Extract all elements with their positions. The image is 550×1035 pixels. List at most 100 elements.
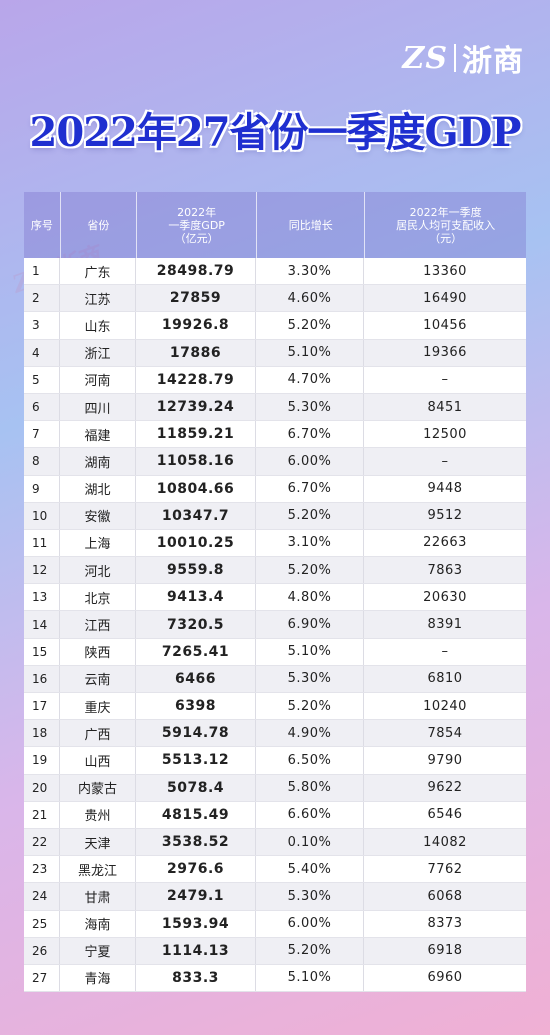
table-row: 14 江西 7320.5 6.90% 8391 [24,611,526,639]
row-number: 14 [24,611,60,638]
province-cell: 福建 [60,421,136,448]
income-cell: 10456 [423,317,467,333]
row-number: 22 [24,828,60,856]
row-number: 2 [24,285,60,312]
row-number: 7 [24,421,60,448]
gdp-cell: 7320.5 [136,611,256,638]
row-number: 4 [24,339,60,366]
province-cell: 天津 [60,828,136,856]
table-row: 12 河北 9559.8 5.20% 7863 [24,557,526,585]
growth-cell: 6.60% [256,801,364,828]
gdp-cell: 9413.4 [136,584,256,611]
gdp-cell: 2976.6 [136,856,256,883]
growth-cell: 4.60% [256,285,364,312]
table-body: 1 广东 28498.79 3.30% 13360 2 江苏 27859 4.60% 16490 3… [24,258,526,993]
income-cell: 22663 [423,535,467,551]
province-cell: 北京 [60,584,136,611]
growth-cell: 5.10% [256,638,364,665]
gdp-cell: 11058.16 [136,448,256,475]
gdp-cell: 1593.94 [136,910,256,937]
province-cell: 河北 [60,557,136,584]
growth-cell: 4.70% [256,366,364,393]
growth-cell: 6.90% [256,611,364,638]
table-row: 1 广东 28498.79 3.30% 13360 [24,258,526,286]
table-row: 11 上海 10010.25 3.10% 22663 [24,529,526,558]
province-cell: 广西 [60,720,136,747]
table-row: 10 安徽 10347.7 5.20% 9512 [24,502,526,530]
gdp-cell: 5078.4 [136,774,256,801]
gdp-cell: 6466 [136,665,256,692]
province-cell: 上海 [60,529,136,557]
table-row: 23 黑龙江 2976.6 5.40% 7762 [24,856,526,884]
income-cell: 8451 [427,399,463,415]
income-cell: 7854 [427,725,463,741]
row-number: 21 [24,801,60,828]
growth-cell: 5.30% [256,665,364,692]
table-row: 20 内蒙古 5078.4 5.80% 9622 [24,774,526,802]
province-cell: 广东 [60,258,136,285]
table-row: 6 四川 12739.24 5.30% 8451 [24,393,526,422]
gdp-table: 序号 省份 2022年 一季度GDP （亿元） 同比增长 2022年一季度 居民… [24,192,526,993]
income-cell: 9448 [427,481,463,497]
table-row: 26 宁夏 1114.13 5.20% 6918 [24,937,526,965]
income-cell: 9512 [427,508,463,524]
gdp-cell: 17886 [136,339,256,366]
gdp-cell: 5513.12 [136,747,256,774]
growth-cell: 6.70% [256,421,364,448]
growth-cell: 5.20% [256,312,364,339]
gdp-cell: 14228.79 [136,366,256,393]
page-title: 2022年27省份一季度GDP [29,109,522,156]
growth-cell: 6.50% [256,747,364,774]
income-cell: 6546 [427,807,463,823]
gdp-cell: 1114.13 [136,937,256,964]
province-cell: 重庆 [60,693,136,720]
row-number: 11 [24,529,60,557]
row-number: 15 [24,638,60,665]
income-cell: 9622 [427,780,463,796]
income-cell: 6960 [427,970,463,986]
header-growth: 同比增长 [257,192,366,258]
province-cell: 甘肃 [60,883,136,910]
row-number: 3 [24,312,60,339]
income-cell: – [441,372,449,388]
gdp-cell: 6398 [136,693,256,720]
gdp-cell: 833.3 [136,964,256,992]
table-row: 5 河南 14228.79 4.70% – [24,366,526,394]
income-cell: 12500 [423,426,467,442]
income-cell: 8391 [427,617,463,633]
row-number: 26 [24,937,60,964]
income-cell: 7762 [427,861,463,877]
header-income: 2022年一季度 居民人均可支配收入 （元） [396,205,496,245]
row-number: 1 [24,258,60,285]
gdp-cell: 3538.52 [136,828,256,856]
row-number: 20 [24,774,60,801]
income-cell: 6918 [427,943,463,959]
gdp-cell: 19926.8 [136,312,256,339]
table-row: 15 陕西 7265.41 5.10% – [24,638,526,666]
income-cell: 6810 [427,671,463,687]
gdp-cell: 7265.41 [136,638,256,665]
province-cell: 四川 [60,393,136,421]
table-row: 4 浙江 17886 5.10% 19366 [24,339,526,367]
table-row: 8 湖南 11058.16 6.00% – [24,448,526,476]
brand-logo: ZS 浙商 [402,36,524,80]
province-cell: 内蒙古 [60,774,136,801]
header-no: 序号 [24,192,61,258]
row-number: 27 [24,964,60,992]
table-row: 24 甘肃 2479.1 5.30% 6068 [24,883,526,911]
province-cell: 宁夏 [60,937,136,964]
row-number: 19 [24,747,60,774]
province-cell: 黑龙江 [60,856,136,883]
growth-cell: 5.40% [256,856,364,883]
gdp-cell: 10010.25 [136,529,256,557]
table-row: 19 山西 5513.12 6.50% 9790 [24,747,526,775]
logo-divider [454,44,456,72]
income-cell: 8373 [427,916,463,932]
income-cell: 6068 [427,888,463,904]
province-cell: 江西 [60,611,136,638]
income-cell: 20630 [423,589,467,605]
table-row: 27 青海 833.3 5.10% 6960 [24,964,526,993]
growth-cell: 3.10% [256,529,364,557]
gdp-cell: 5914.78 [136,720,256,747]
growth-cell: 6.00% [256,910,364,937]
